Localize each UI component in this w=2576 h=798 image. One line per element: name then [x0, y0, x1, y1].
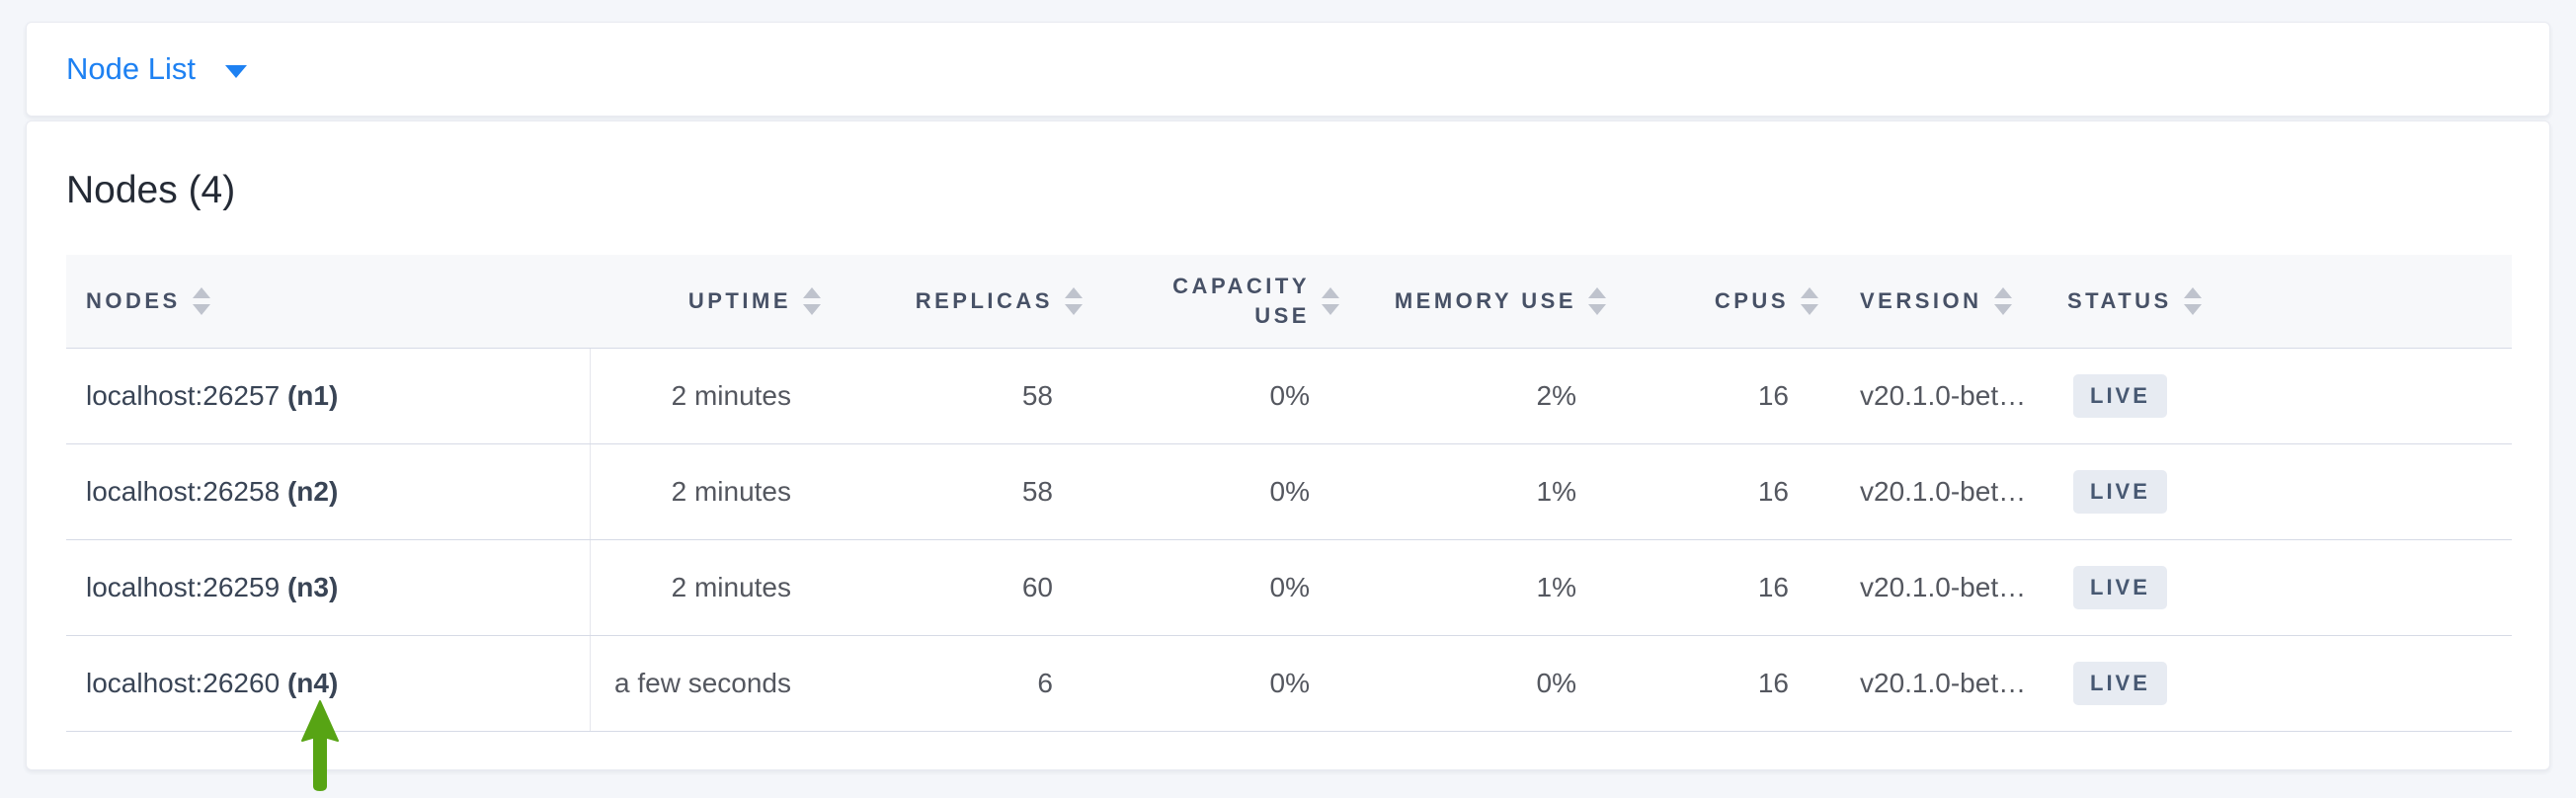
status-badge: LIVE	[2073, 373, 2167, 418]
cpus-cell: 16	[1612, 635, 1824, 732]
column-header-status-label: STATUS	[2067, 287, 2172, 313]
node-address-n3[interactable]: localhost:26259 (n3)	[66, 539, 591, 636]
column-header-version-label: VERSION	[1860, 287, 1982, 313]
replicas-cell: 60	[827, 539, 1088, 636]
node-list-dropdown-label: Node List	[66, 51, 196, 86]
table-header-row: NODES UPTIME REPLICAS	[66, 255, 2512, 349]
node-address-n1[interactable]: localhost:26257 (n1)	[66, 348, 591, 444]
table-row-n2: localhost:26258 (n2) 2 minutes 58 0% 1% …	[66, 443, 2512, 540]
node-address-text: localhost:26259	[86, 571, 281, 602]
uptime-cell: 2 minutes	[590, 443, 827, 540]
status-badge: LIVE	[2073, 469, 2167, 514]
status-cell: LIVE	[2061, 635, 2512, 732]
status-cell: LIVE	[2061, 348, 2512, 444]
node-id-text: (n2)	[286, 475, 339, 507]
column-header-nodes-label: NODES	[86, 287, 181, 313]
column-header-cpus[interactable]: CPUS	[1612, 255, 1824, 349]
node-address-text: localhost:26260	[86, 667, 281, 698]
column-header-memory-use[interactable]: MEMORY USE	[1345, 255, 1612, 349]
sort-icon	[1993, 286, 2012, 315]
node-address-text: localhost:26257	[86, 379, 281, 411]
status-badge: LIVE	[2073, 661, 2167, 705]
column-header-memory-use-label: MEMORY USE	[1394, 287, 1576, 313]
sort-icon	[2183, 286, 2202, 315]
capacity-use-cell: 0%	[1088, 348, 1345, 444]
version-cell: v20.1.0-bet…	[1824, 348, 2061, 444]
status-cell: LIVE	[2061, 539, 2512, 636]
chevron-down-icon	[224, 64, 247, 78]
node-list-dropdown[interactable]: Node List	[66, 51, 247, 87]
node-id-text: (n1)	[286, 379, 339, 411]
sort-icon	[1588, 286, 1606, 315]
nodes-table: NODES UPTIME REPLICAS	[66, 255, 2512, 732]
cpus-cell: 16	[1612, 443, 1824, 540]
column-header-replicas-label: REPLICAS	[915, 287, 1053, 313]
capacity-use-cell: 0%	[1088, 635, 1345, 732]
version-cell: v20.1.0-bet…	[1824, 539, 2061, 636]
replicas-cell: 58	[827, 348, 1088, 444]
column-header-uptime[interactable]: UPTIME	[590, 255, 827, 349]
sort-icon	[1322, 286, 1339, 315]
replicas-cell: 6	[827, 635, 1088, 732]
status-badge: LIVE	[2073, 565, 2167, 609]
table-row-n1: localhost:26257 (n1) 2 minutes 58 0% 2% …	[66, 348, 2512, 444]
capacity-use-cell: 0%	[1088, 443, 1345, 540]
green-up-arrow-annotation	[301, 700, 339, 791]
uptime-cell: 2 minutes	[590, 348, 827, 444]
node-address-n2[interactable]: localhost:26258 (n2)	[66, 443, 591, 540]
sort-icon	[1801, 286, 1818, 315]
node-id-text: (n4)	[286, 667, 339, 698]
table-row-n4: localhost:26260 (n4) a few seconds 6 0% …	[66, 635, 2512, 732]
version-cell: v20.1.0-bet…	[1824, 635, 2061, 732]
column-header-cpus-label: CPUS	[1714, 287, 1789, 313]
nodes-panel: Nodes (4) NODES UPTIME	[26, 120, 2550, 770]
replicas-cell: 58	[827, 443, 1088, 540]
status-cell: LIVE	[2061, 443, 2512, 540]
memory-use-cell: 1%	[1345, 443, 1612, 540]
table-row-n3: localhost:26259 (n3) 2 minutes 60 0% 1% …	[66, 539, 2512, 636]
uptime-cell: a few seconds	[590, 635, 827, 732]
column-header-capacity-use-label: CAPACITY USE	[1172, 274, 1310, 328]
sort-icon	[803, 286, 821, 315]
node-address-text: localhost:26258	[86, 475, 281, 507]
page-title: Nodes (4)	[66, 169, 236, 211]
column-header-uptime-label: UPTIME	[687, 287, 791, 313]
cpus-cell: 16	[1612, 539, 1824, 636]
sort-icon	[1065, 286, 1083, 315]
column-header-capacity-use[interactable]: CAPACITY USE	[1088, 255, 1345, 349]
column-header-version[interactable]: VERSION	[1824, 255, 2061, 349]
version-cell: v20.1.0-bet…	[1824, 443, 2061, 540]
memory-use-cell: 2%	[1345, 348, 1612, 444]
uptime-cell: 2 minutes	[590, 539, 827, 636]
column-header-replicas[interactable]: REPLICAS	[827, 255, 1088, 349]
column-header-nodes[interactable]: NODES	[66, 255, 590, 349]
cpus-cell: 16	[1612, 348, 1824, 444]
memory-use-cell: 1%	[1345, 539, 1612, 636]
node-address-n4[interactable]: localhost:26260 (n4)	[66, 635, 591, 732]
column-header-status[interactable]: STATUS	[2061, 255, 2512, 349]
view-selector-bar: Node List	[26, 22, 2550, 117]
sort-icon	[192, 286, 210, 315]
memory-use-cell: 0%	[1345, 635, 1612, 732]
node-id-text: (n3)	[286, 571, 339, 602]
capacity-use-cell: 0%	[1088, 539, 1345, 636]
